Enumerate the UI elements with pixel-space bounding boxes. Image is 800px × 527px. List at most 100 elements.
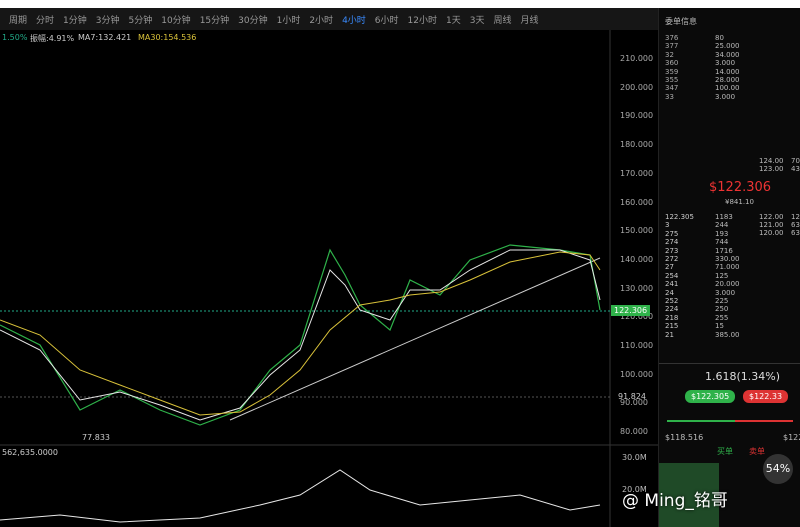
order-amount: 3.000 [715,59,736,68]
order-price: 377 [665,42,679,51]
depth-area [659,463,719,527]
ask-side: 123.00 [759,165,784,173]
order-amount: 250 [715,305,729,314]
order-row: 377 25.000 [665,42,795,50]
order-price: 355 [665,76,679,84]
order-amount: 80 [715,34,724,42]
timeframe[interactable]: 1分钟 [63,15,87,26]
timeframe[interactable]: 10分钟 [161,15,191,26]
range-low: $118.516 [665,433,704,442]
sell-label: 卖单 [749,447,765,456]
order-row: 3 244 [665,221,795,229]
order-price: 21 [665,330,674,339]
order-amount: 330.00 [715,255,740,263]
timeframe[interactable]: 3分钟 [95,15,120,26]
order-price: 32 [665,50,674,59]
order-row: 273 1716 [665,247,795,255]
order-row: 347 100.00 [665,84,795,92]
ask-side-amt: 70 [791,157,800,165]
top-strip [0,0,800,8]
order-amount: 255 [715,313,729,322]
order-row: 359 14.000 [665,68,795,76]
order-row: 27 71.000 [665,263,795,271]
bid-side: 120.00 [759,229,784,237]
order-amount: 225 [715,297,729,305]
trade-button[interactable]: $122.305 [685,390,736,403]
order-amount: 385.00 [715,330,740,339]
order-amount: 34.000 [715,50,740,59]
price-tick: 90.000 [620,398,648,408]
order-row: 33 3.000 [665,93,795,101]
timeframe[interactable]: 1小时 [276,15,301,26]
low-marker: 77.833 [82,433,110,442]
order-price: 33 [665,92,674,101]
price-tick: 210.000 [620,54,654,63]
price-tick: 140.000 [620,254,654,264]
volume-tick: 20.0M [622,485,647,494]
order-price: 3 [665,221,670,230]
order-price: 347 [665,84,679,93]
timeframe[interactable]: 4小时 [342,15,366,26]
ma30 [0,251,601,416]
order-price: 254 [665,271,679,280]
price-tick: 200.000 [620,82,654,92]
order-row: 274 744 [665,238,795,246]
price-tick: 120.000 [620,312,654,322]
last-price-cny: ¥841.10 [725,198,754,206]
order-price: 360 [665,59,679,68]
bid-side: 122.00 [759,213,784,221]
depth-bar [667,420,793,422]
order-row: 215 15 [665,322,795,330]
ratio: 1.618(1.34%) [705,370,781,383]
order-row: 24 3.000 [665,289,795,297]
volume-tick: 30.0M [622,453,647,462]
range-high: $122 [783,433,800,442]
order-price: 215 [665,322,679,331]
timeframe[interactable]: 2小时 [309,15,334,26]
low-line-tag: 91.824 [618,392,646,401]
order-row: 32 34.000 [665,51,795,59]
ask-side-amt: 43 [791,165,800,173]
timeframe[interactable]: 30分钟 [238,15,268,26]
timeframe[interactable]: 6小时 [374,15,399,26]
order-row: 254 125 [665,272,795,280]
price-path [0,244,601,426]
order-price: 252 [665,297,679,305]
price-tick: 100.000 [620,369,654,379]
trade-button[interactable]: $122.33 [743,390,789,403]
order-price: 24 [665,288,674,297]
timeframe[interactable]: 周期 [9,15,28,26]
timeframe[interactable]: 12小时 [407,15,437,26]
timeframe[interactable]: 分时 [36,15,55,26]
buy-label: 买单 [717,447,733,456]
order-price: 273 [665,246,679,255]
timeframe[interactable]: 15分钟 [199,15,230,26]
order-row: 241 20.000 [665,280,795,288]
timeframe[interactable]: 3天 [469,15,485,26]
order-amount: 193 [715,229,729,238]
order-row: 376 80 [665,34,795,42]
price-tick: 190.000 [620,111,654,121]
bid-side: 121.00 [759,221,784,229]
order-price: 272 [665,255,679,263]
current-price-tag: 122.306 [611,305,651,316]
order-row: 252 225 [665,297,795,305]
order-amount: 1183 [715,213,733,221]
order-amount: 3.000 [715,92,736,101]
order-amount: 20.000 [715,280,740,289]
order-row: 272 330.00 [665,255,795,263]
order-amount: 28.000 [715,76,740,84]
timeframe[interactable]: 月线 [520,15,539,26]
order-amount: 3.000 [715,288,736,297]
volume-label: 562,635.0000 [2,448,58,457]
timeframe[interactable]: 周线 [493,15,512,26]
timeframe[interactable]: 5分钟 [128,15,153,26]
order-price: 122.305 [665,213,694,221]
price-tick: 160.000 [620,197,654,207]
price-tick: 130.000 [620,283,654,293]
volume-ma [0,469,601,523]
order-row: 224 250 [665,305,795,313]
timeframe[interactable]: 1天 [445,15,461,26]
indicator: MA30:154.536 [138,33,197,42]
order-price: 241 [665,280,679,289]
